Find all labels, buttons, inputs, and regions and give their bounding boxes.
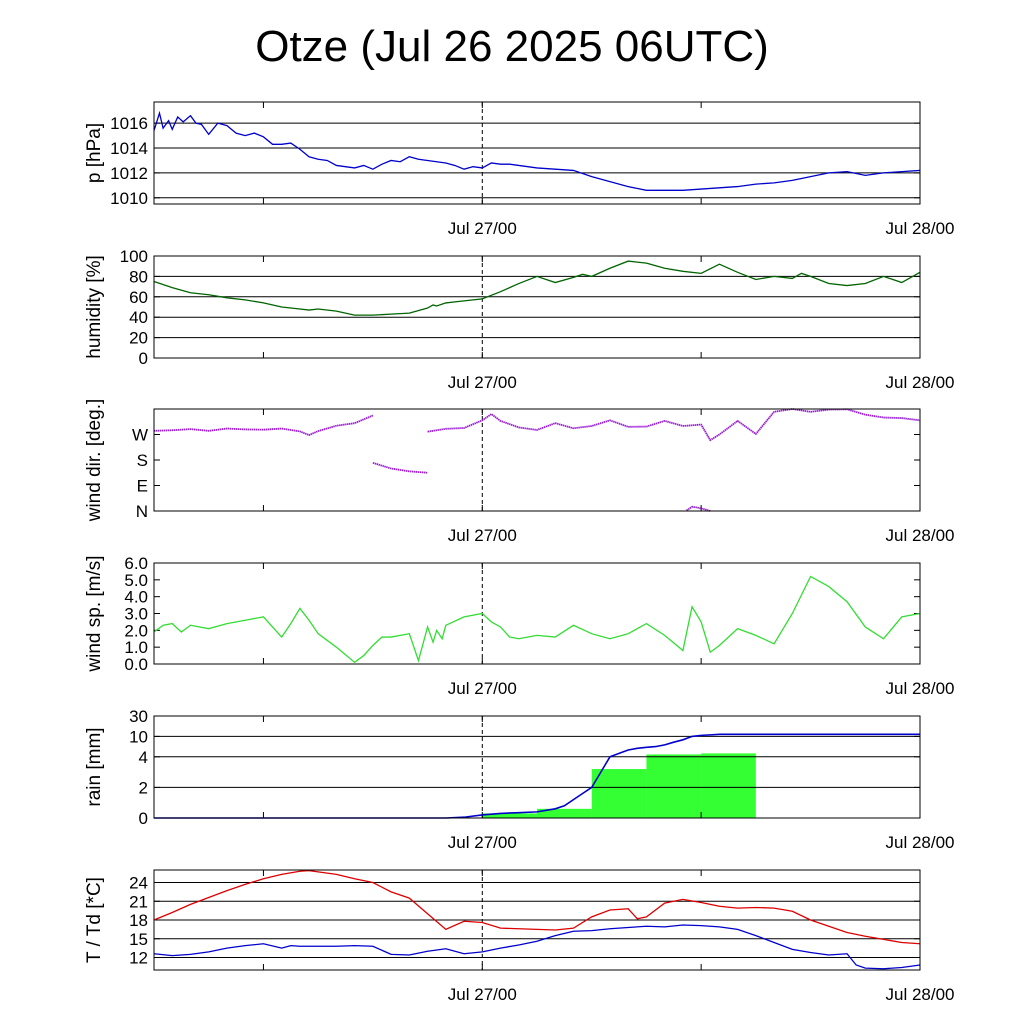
- ytick-label: 1.0: [124, 638, 148, 657]
- y-axis-label: wind sp. [m/s]: [84, 555, 105, 672]
- y-axis-label: T / Td [*C]: [84, 877, 105, 963]
- ytick-label: 1016: [110, 114, 148, 133]
- xtick-label: Jul 28/00: [886, 526, 955, 545]
- xtick-label: Jul 27/00: [448, 833, 517, 852]
- ytick-label: S: [137, 451, 148, 470]
- ytick-label: 6.0: [124, 554, 148, 573]
- wind-dir-trace: [686, 505, 711, 512]
- series-line-0: [153, 575, 921, 664]
- ytick-label: 80: [129, 267, 148, 286]
- xtick-label: Jul 28/00: [886, 679, 955, 698]
- series-line-1: [153, 924, 921, 970]
- ytick-label: 18: [129, 911, 148, 930]
- ytick-label: 12: [129, 949, 148, 968]
- ytick-label: 20: [129, 329, 148, 348]
- ytick-label: 0: [139, 349, 148, 368]
- xtick-label: Jul 28/00: [886, 373, 955, 392]
- plot-frame: [153, 408, 921, 512]
- ytick-label: 24: [129, 874, 148, 893]
- ytick-label: 5.0: [124, 571, 148, 590]
- ytick-label: 1014: [110, 139, 148, 158]
- ytick-label: 1012: [110, 164, 148, 183]
- y-axis-label: p [hPa]: [84, 123, 105, 183]
- plot-frame: [153, 715, 921, 819]
- ytick-label: 21: [129, 892, 148, 911]
- ytick-label: 0: [139, 809, 148, 828]
- rain-cumulative-line: [154, 733, 920, 819]
- ytick-label: N: [136, 502, 148, 521]
- wind-dir-trace: [372, 461, 428, 474]
- rain-bar: [701, 753, 756, 818]
- xtick-label: Jul 28/00: [886, 985, 955, 1004]
- wind-dir-trace: [153, 414, 374, 437]
- xtick-label: Jul 27/00: [448, 679, 517, 698]
- ytick-label: 0.0: [124, 655, 148, 674]
- ytick-label: 4: [139, 748, 148, 767]
- ytick-label: 3.0: [124, 605, 148, 624]
- ytick-label: 10: [129, 727, 148, 746]
- xtick-label: Jul 27/00: [448, 373, 517, 392]
- ytick-label: W: [132, 426, 148, 445]
- y-axis-label: rain [mm]: [84, 727, 105, 806]
- xtick-label: Jul 27/00: [448, 219, 517, 238]
- ytick-label: 100: [120, 247, 148, 266]
- ytick-label: 60: [129, 288, 148, 307]
- series-line-0: [153, 110, 921, 191]
- rain-bar: [482, 813, 537, 818]
- chart-title: Otze (Jul 26 2025 06UTC): [255, 22, 769, 71]
- plot-frame: [153, 869, 921, 971]
- ytick-label: 40: [129, 308, 148, 327]
- ytick-label: 30: [129, 707, 148, 726]
- y-axis-label: humidity [%]: [84, 255, 105, 358]
- series-line-0: [153, 260, 921, 316]
- rain-bar: [646, 754, 702, 818]
- plot-frame: [153, 255, 921, 359]
- panel-windspeed: 0.01.02.03.04.05.06.0 Jul 27/00 Jul 28/00 w…: [84, 554, 955, 698]
- ytick-label: E: [137, 477, 148, 496]
- ytick-label: 2.0: [124, 621, 148, 640]
- rain-bar: [591, 769, 647, 818]
- ytick-label: 15: [129, 930, 148, 949]
- plot-frame: [153, 101, 921, 205]
- panel-pressure: 1010 1012 1014 1016 Jul 27/00 Jul 28/00 p [hPa…: [84, 101, 955, 238]
- xtick-label: Jul 28/00: [886, 219, 955, 238]
- series-line-0: [153, 869, 921, 945]
- xtick-label: Jul 27/00: [448, 985, 517, 1004]
- xtick-label: Jul 27/00: [448, 526, 517, 545]
- plot-frame: [153, 562, 921, 665]
- xtick-label: Jul 28/00: [886, 833, 955, 852]
- ytick-label: 2: [139, 778, 148, 797]
- y-axis-label: wind dir. [deg.]: [84, 399, 105, 523]
- ytick-label: 4.0: [124, 588, 148, 607]
- wind-dir-trace: [427, 408, 921, 442]
- rain-bar: [537, 808, 592, 818]
- ytick-label: 1010: [110, 189, 148, 208]
